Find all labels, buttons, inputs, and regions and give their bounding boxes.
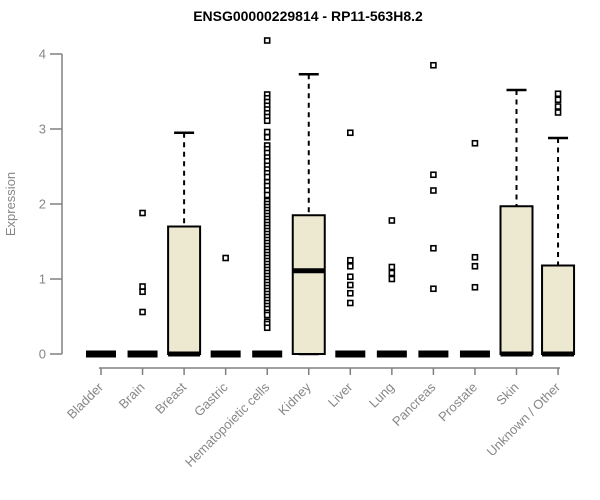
- box-group-breast: [167, 131, 202, 357]
- y-axis-label: Expression: [3, 172, 18, 236]
- outlier-point: [430, 61, 437, 69]
- plot-area: [86, 37, 576, 358]
- outlier-point: [471, 283, 479, 291]
- outlier-point: [554, 103, 562, 110]
- x-tick-label: Bladder: [64, 379, 107, 422]
- outlier-point: [388, 269, 396, 277]
- outlier-point: [263, 191, 271, 199]
- box: [167, 225, 202, 355]
- box-group-lung: [376, 217, 407, 358]
- box-group-unknown-other: [541, 90, 576, 357]
- outlier-point: [554, 109, 562, 116]
- outlier-point: [263, 133, 271, 141]
- outlier-point: [388, 217, 396, 224]
- outlier-point: [554, 90, 562, 98]
- x-tick-label: Unknown / Other: [484, 379, 564, 459]
- box-group-gastric: [210, 254, 241, 358]
- outlier-point: [263, 128, 271, 136]
- flat-box: [459, 350, 490, 358]
- box: [541, 264, 576, 355]
- chart-title: ENSG00000229814 - RP11-563H8.2: [193, 8, 423, 24]
- box: [291, 214, 326, 355]
- box-group-skin: [499, 88, 534, 357]
- box-group-bladder: [86, 350, 116, 358]
- outlier-point: [263, 173, 271, 181]
- x-tick-label: Prostate: [435, 380, 480, 425]
- outlier-point: [430, 187, 437, 194]
- x-tick-label: Gastric: [191, 379, 231, 419]
- box-group-prostate: [459, 139, 490, 358]
- outlier-point: [430, 171, 437, 179]
- outlier-point: [554, 96, 562, 104]
- y-tick-label: 2: [39, 197, 46, 212]
- outlier-point: [139, 288, 146, 296]
- box-group-liver: [335, 129, 366, 358]
- flat-box: [418, 350, 449, 358]
- outlier-point: [139, 209, 146, 217]
- outlier-point: [346, 256, 354, 264]
- outlier-point: [346, 273, 354, 281]
- outlier-point: [471, 253, 479, 261]
- outlier-point: [346, 299, 354, 307]
- x-tick-label: Skin: [493, 380, 521, 408]
- x-tick-label: Liver: [325, 379, 356, 410]
- x-tick-label: Kidney: [275, 379, 314, 418]
- outlier-point: [346, 129, 354, 137]
- x-tick-label: Breast: [152, 379, 189, 416]
- y-tick-label: 0: [39, 347, 46, 362]
- flat-box: [210, 350, 241, 358]
- y-tick-label: 4: [39, 47, 46, 62]
- box-group-hematopoietic-cells: [252, 37, 283, 358]
- x-tick-label: Pancreas: [389, 379, 439, 429]
- outlier-point: [430, 285, 437, 293]
- outlier-point: [388, 275, 396, 283]
- flat-box: [127, 350, 158, 358]
- outlier-point: [346, 289, 354, 297]
- y-tick-label: 3: [39, 122, 46, 137]
- flat-box: [335, 350, 366, 358]
- flat-box: [252, 350, 283, 358]
- outlier-point: [222, 254, 229, 262]
- box: [499, 205, 534, 355]
- box-group-kidney: [291, 73, 326, 356]
- outlier-point: [346, 281, 354, 289]
- outlier-point: [430, 244, 437, 252]
- outlier-point: [471, 139, 479, 147]
- box-group-brain: [127, 209, 158, 358]
- outlier-point: [139, 308, 146, 316]
- flat-box: [376, 350, 407, 358]
- outlier-point: [263, 37, 271, 44]
- outlier-point: [388, 263, 396, 271]
- flat-box: [86, 350, 116, 358]
- outlier-point: [263, 324, 271, 332]
- x-tick-label: Lung: [366, 380, 397, 411]
- outlier-point: [263, 311, 271, 319]
- x-tick-label: Brain: [116, 380, 148, 412]
- outlier-point: [471, 262, 479, 270]
- outlier-point: [346, 262, 354, 270]
- y-tick-label: 1: [39, 272, 46, 287]
- box-group-pancreas: [418, 61, 449, 358]
- outlier-point: [263, 117, 271, 125]
- outlier-point: [139, 283, 146, 290]
